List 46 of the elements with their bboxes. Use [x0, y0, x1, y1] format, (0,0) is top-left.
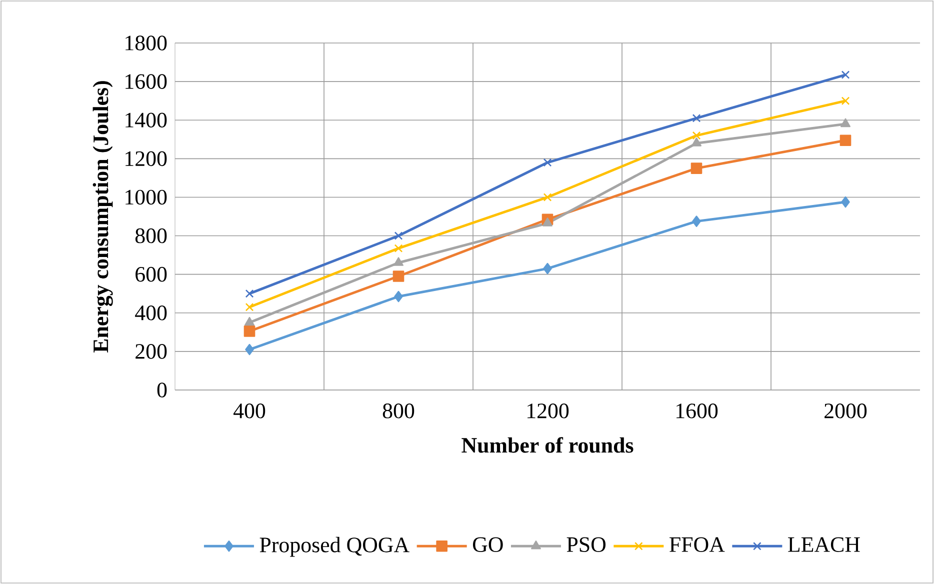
y-tick-label: 0: [157, 382, 167, 398]
legend-label: LEACH: [788, 537, 860, 552]
point: [245, 289, 254, 298]
x-tick-label: 400: [233, 404, 266, 418]
point: [692, 114, 701, 122]
point: [841, 96, 850, 106]
point: [692, 138, 702, 146]
x-tick-label: 1600: [676, 404, 718, 418]
point: [394, 244, 403, 252]
y-tick-label: 1800: [126, 36, 167, 50]
point: [692, 131, 701, 140]
point: [840, 118, 850, 128]
y-axis-title: Energy consumption (Joules): [92, 81, 113, 353]
point: [543, 193, 552, 202]
point: [690, 162, 702, 174]
point: [840, 134, 852, 146]
point: [392, 270, 404, 282]
point: [394, 232, 403, 240]
point: [245, 344, 254, 356]
point: [692, 216, 701, 227]
point: [543, 262, 552, 274]
point: [244, 316, 254, 326]
x-tick-label: 800: [382, 404, 414, 418]
y-tick-label: 1400: [126, 112, 167, 128]
x-tick-label: 2000: [824, 404, 867, 418]
point: [542, 218, 552, 226]
y-tick-label: 1000: [126, 190, 167, 205]
y-tick-label: 800: [135, 228, 167, 244]
y-tick-label: 200: [136, 344, 167, 359]
y-tick-label: 1600: [126, 74, 167, 89]
legend-label: PSO: [566, 537, 606, 552]
legend-label: Proposed QOGA: [260, 536, 410, 557]
y-tick-label: 600: [136, 266, 167, 282]
y-tick-label: 400: [135, 305, 167, 320]
point: [543, 158, 552, 167]
x-tick-label: 1200: [528, 404, 569, 418]
point: [841, 196, 850, 208]
point: [244, 326, 256, 337]
point: [245, 302, 254, 312]
x-axis-title: Number of rounds: [462, 437, 634, 453]
legend-label: GO: [472, 537, 503, 552]
point: [841, 70, 850, 79]
y-tick-label: 1200: [126, 151, 167, 166]
point: [394, 257, 404, 266]
point: [394, 290, 403, 302]
legend-label: FFOA: [670, 537, 725, 552]
